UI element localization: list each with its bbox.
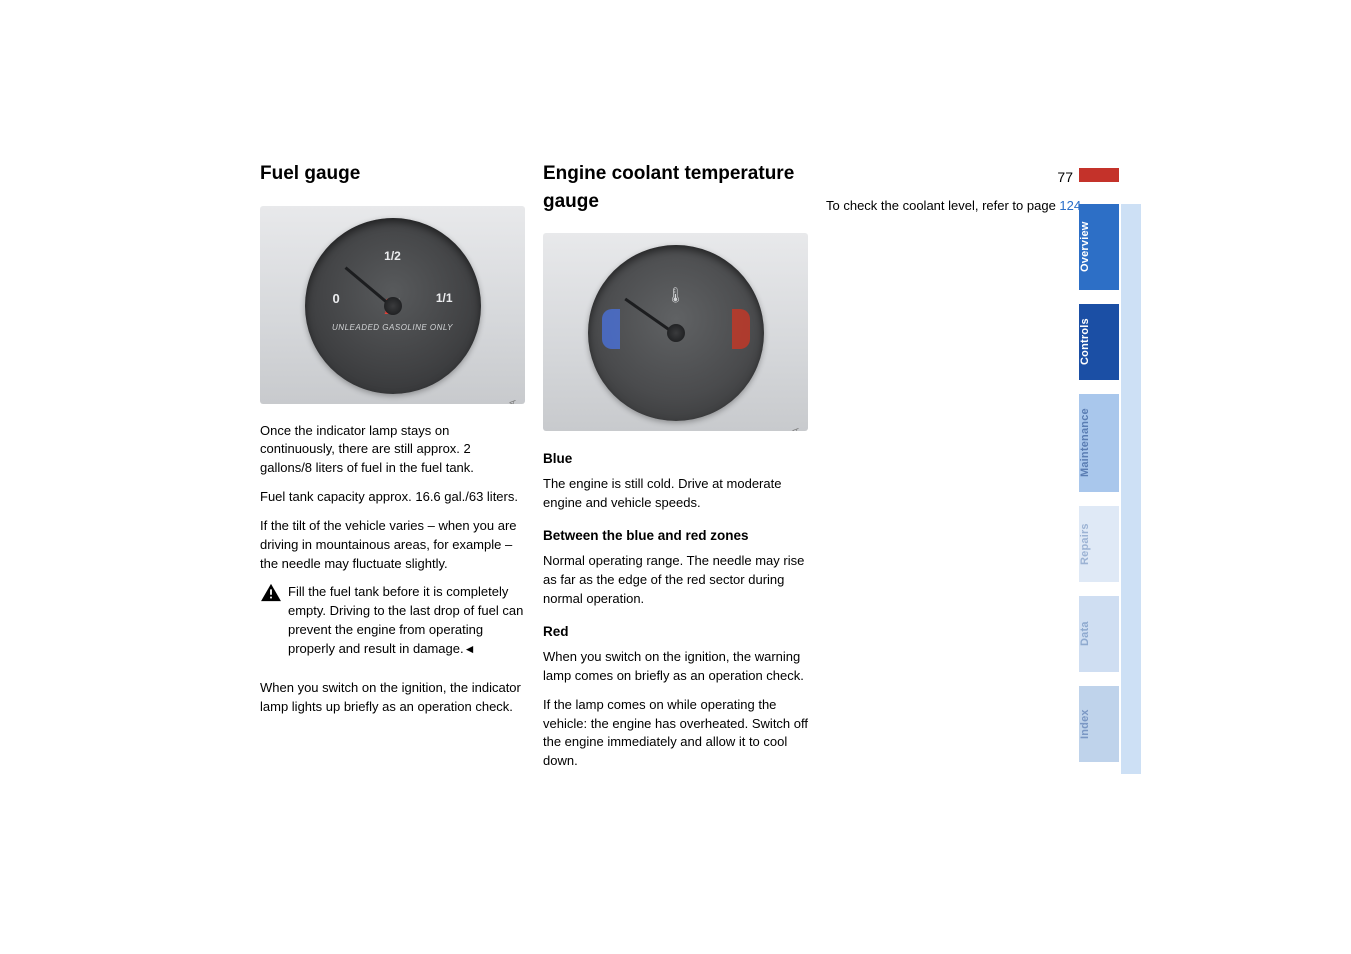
fuel-paragraph-2: Fuel tank capacity approx. 16.6 gal./63 … xyxy=(260,488,525,507)
coolant-between-paragraph: Normal operating range. The needle may r… xyxy=(543,552,808,609)
crossref-page-link[interactable]: 124 xyxy=(1059,198,1081,213)
crossref-paragraph: To check the coolant level, refer to pag… xyxy=(826,197,1091,216)
fuel-paragraph-3: If the tilt of the vehicle varies – when… xyxy=(260,517,525,574)
page-marker-bar xyxy=(1079,168,1119,182)
thermometer-icon: 🌡 xyxy=(666,285,685,307)
fuel-mark-zero: 0 xyxy=(333,290,340,309)
end-marker-icon: ◄ xyxy=(464,642,476,656)
coolant-gauge-hub xyxy=(667,324,685,342)
heading-coolant-gauge: Engine coolant temperature gauge xyxy=(543,160,808,215)
heading-between: Between the blue and red zones xyxy=(543,526,808,546)
fuel-paragraph-1: Once the indicator lamp stays on continu… xyxy=(260,422,525,479)
fuel-gauge-hub xyxy=(384,297,402,315)
tab-repairs[interactable]: Repairs xyxy=(1079,506,1119,582)
fuel-warning-block: Fill the fuel tank before it is complete… xyxy=(260,583,525,668)
coolant-gauge-dial: 🌡 xyxy=(588,245,764,421)
spacer xyxy=(826,160,1091,197)
tab-overview[interactable]: Overview xyxy=(1079,204,1119,290)
coolant-figure-code: MV0004CMA xyxy=(790,427,802,431)
column-crossref: To check the coolant level, refer to pag… xyxy=(826,160,1091,781)
column-coolant: Engine coolant temperature gauge 🌡 MV000… xyxy=(543,160,808,781)
page-number: 77 xyxy=(1057,169,1073,185)
tab-controls[interactable]: Controls xyxy=(1079,304,1119,380)
tab-maintenance[interactable]: Maintenance xyxy=(1079,394,1119,492)
fuel-mark-full: 1/1 xyxy=(436,290,453,307)
fuel-figure-code: MV0008UEA xyxy=(507,400,519,404)
fuel-mark-half: 1/2 xyxy=(384,248,401,265)
crossref-text-pre: To check the coolant level, refer to pag… xyxy=(826,198,1059,213)
fuel-warning-text: Fill the fuel tank before it is complete… xyxy=(288,583,525,658)
fuel-warning-span: Fill the fuel tank before it is complete… xyxy=(288,584,523,656)
tab-index[interactable]: Index xyxy=(1079,686,1119,762)
coolant-red-zone xyxy=(732,309,750,349)
warning-triangle-icon xyxy=(260,583,282,602)
side-tabs: Overview Controls Maintenance Repairs Da… xyxy=(1079,204,1119,762)
heading-fuel-gauge: Fuel gauge xyxy=(260,160,525,188)
coolant-gauge-figure: 🌡 MV0004CMA xyxy=(543,233,808,431)
fuel-gauge-dial: 0 1/2 1/1 ⛽ UNLEADED GASOLINE ONLY xyxy=(305,218,481,394)
coolant-blue-paragraph: The engine is still cold. Drive at moder… xyxy=(543,475,808,513)
column-fuel: Fuel gauge 0 1/2 1/1 ⛽ UNLEADED GASOLINE… xyxy=(260,160,525,781)
heading-red: Red xyxy=(543,622,808,642)
fuel-gauge-label: UNLEADED GASOLINE ONLY xyxy=(332,322,453,334)
tab-data[interactable]: Data xyxy=(1079,596,1119,672)
fuel-gauge-figure: 0 1/2 1/1 ⛽ UNLEADED GASOLINE ONLY MV000… xyxy=(260,206,525,404)
coolant-red-paragraph-2: If the lamp comes on while operating the… xyxy=(543,696,808,771)
side-tab-background xyxy=(1121,204,1141,774)
coolant-red-paragraph-1: When you switch on the ignition, the war… xyxy=(543,648,808,686)
fuel-paragraph-4: When you switch on the ignition, the ind… xyxy=(260,679,525,717)
coolant-blue-zone xyxy=(602,309,620,349)
heading-blue: Blue xyxy=(543,449,808,469)
